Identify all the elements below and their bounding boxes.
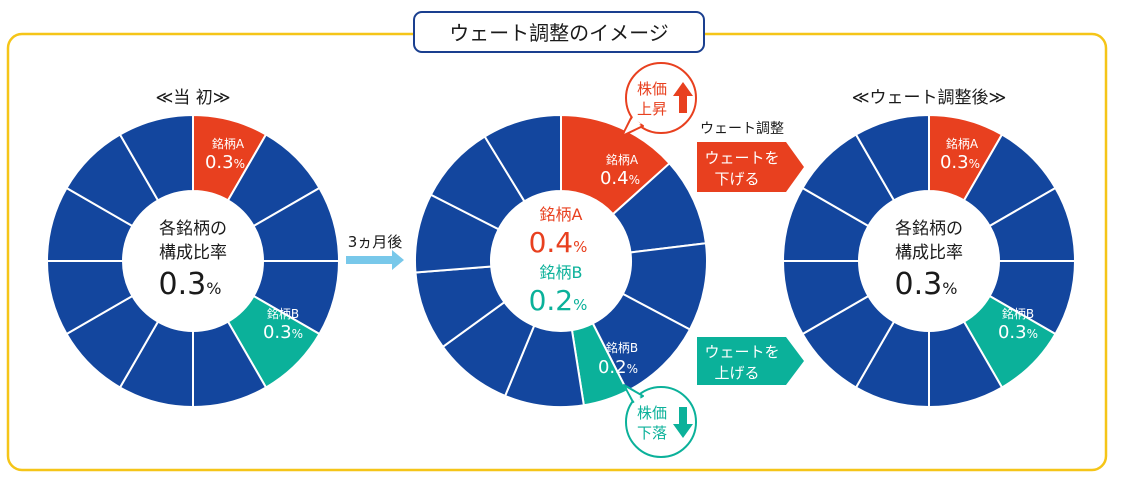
- donut-after-3-months: [414, 114, 708, 408]
- right-center-line2: 構成比率: [895, 243, 963, 263]
- mid-seg-a-value: 0.4%: [600, 168, 640, 189]
- weight-adjust-label: ウェート調整: [700, 121, 784, 137]
- title-box: [413, 11, 705, 53]
- three-months-label: 3ヵ月後: [348, 233, 403, 251]
- right-center-value: 0.3%: [895, 267, 958, 302]
- left-heading: ≪当 初≫: [156, 88, 231, 108]
- right-heading: ≪ウェート調整後≫: [852, 88, 1007, 108]
- mid-center-b-value: 0.2%: [529, 284, 588, 317]
- raise-weight-line1: ウェートを: [704, 343, 779, 361]
- mid-seg-b-value: 0.2%: [598, 357, 638, 378]
- left-seg-a-name: 銘柄A: [212, 136, 245, 151]
- lower-weight-line1: ウェートを: [704, 149, 779, 167]
- right-seg-a-name: 銘柄A: [946, 136, 979, 151]
- donut-segment-11: [483, 114, 562, 203]
- right-seg-a-value: 0.3%: [940, 152, 980, 173]
- donut-initial: [46, 114, 340, 408]
- price-up-line2: 上昇: [637, 100, 667, 118]
- price-up-line1: 株価: [637, 80, 667, 98]
- mid-seg-b-name: 銘柄B: [606, 340, 638, 355]
- raise-weight-callout: [697, 337, 804, 385]
- left-center-value: 0.3%: [159, 267, 222, 302]
- lower-weight-callout: [697, 142, 804, 192]
- donut-segment-12: [119, 114, 194, 202]
- price-up-bubble: 株価 上昇: [621, 62, 697, 137]
- down-arrow-icon: [673, 407, 693, 438]
- left-center-line2: 構成比率: [159, 243, 227, 263]
- up-arrow-icon: [673, 82, 693, 113]
- left-seg-a-value: 0.3%: [205, 152, 245, 173]
- diagram-title: ウェート調整のイメージ: [449, 21, 669, 45]
- mid-seg-a-name: 銘柄A: [606, 152, 639, 167]
- mid-center-a-name: 銘柄A: [540, 205, 583, 224]
- price-down-line1: 株価: [637, 404, 667, 422]
- left-seg-b-value: 0.3%: [263, 322, 303, 343]
- right-center-line1: 各銘柄の: [895, 219, 963, 239]
- price-down-bubble: 株価 下落: [623, 384, 697, 458]
- right-seg-b-value: 0.3%: [998, 322, 1038, 343]
- raise-weight-line2: 上げる: [714, 364, 759, 382]
- left-center-line1: 各銘柄の: [159, 219, 227, 239]
- mid-center-b-name: 銘柄B: [540, 263, 583, 282]
- donut-after-adjustment: [782, 114, 1076, 408]
- right-seg-b-name: 銘柄B: [1002, 306, 1034, 321]
- left-seg-b-name: 銘柄B: [267, 306, 299, 321]
- mid-center-a-value: 0.4%: [529, 226, 588, 259]
- price-down-line2: 下落: [637, 424, 667, 442]
- lower-weight-line2: 下げる: [714, 170, 759, 188]
- three-months-arrow: [346, 250, 404, 270]
- donut-segment-12: [855, 114, 930, 202]
